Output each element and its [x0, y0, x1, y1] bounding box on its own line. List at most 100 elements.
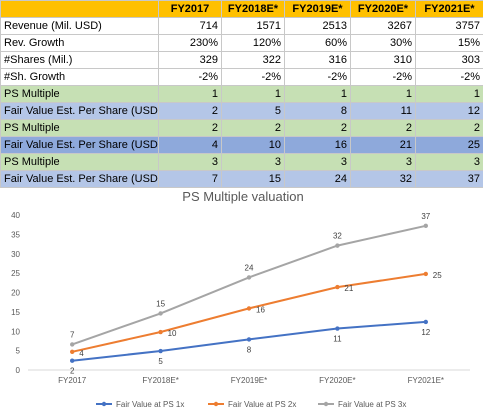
table-cell: 1 — [284, 85, 351, 103]
row-label: PS Multiple — [0, 119, 159, 137]
column-header — [0, 0, 159, 18]
table-cell: 15 — [221, 170, 285, 188]
y-tick-label: 25 — [11, 269, 20, 278]
table-cell: 2 — [158, 102, 222, 120]
table-cell: -2% — [350, 68, 416, 86]
legend-label: Fair Value at PS 1x — [116, 400, 184, 409]
row-label: Revenue (Mil. USD) — [0, 17, 159, 35]
table-cell: 310 — [350, 51, 416, 69]
data-point — [246, 306, 252, 311]
table-row: Revenue (Mil. USD) 714 1571 2513 3267 3757 — [0, 17, 483, 35]
table-cell: 37 — [415, 170, 483, 188]
table-cell: 3 — [350, 153, 416, 171]
table-cell: -2% — [221, 68, 285, 86]
x-tick-label: FY2021E* — [408, 376, 444, 385]
table-cell: 3 — [221, 153, 285, 171]
data-point — [246, 275, 252, 280]
y-tick-label: 40 — [11, 211, 20, 220]
table-cell: 25 — [415, 136, 483, 154]
table-cell: 322 — [221, 51, 285, 69]
column-header: FY2021E* — [415, 0, 483, 18]
legend-label: Fair Value at PS 2x — [228, 400, 296, 409]
x-tick-label: FY2018E* — [142, 376, 178, 385]
legend-marker — [323, 401, 329, 407]
table-cell: 2 — [415, 119, 483, 137]
table-row: PS Multiple 2 2 2 2 2 — [0, 119, 483, 137]
legend-marker — [101, 401, 107, 407]
table-cell: 7 — [158, 170, 222, 188]
ps-multiple-chart: PS Multiple valuation 0 5 10 15 20 25 30 35 40 FY… — [0, 186, 483, 418]
table-cell: 303 — [415, 51, 483, 69]
legend-label: Fair Value at PS 3x — [338, 400, 406, 409]
x-tick-label: FY2019E* — [231, 376, 267, 385]
y-tick-label: 20 — [11, 289, 20, 298]
data-point — [335, 284, 340, 290]
data-label: 8 — [247, 345, 252, 354]
table-cell: 1 — [415, 85, 483, 103]
chart-canvas: PS Multiple valuation 0510152025303540FY… — [11, 189, 470, 409]
data-point — [158, 348, 163, 354]
y-tick-label: 35 — [11, 230, 20, 239]
data-label: 32 — [333, 232, 342, 241]
y-tick-label: 30 — [11, 250, 20, 259]
table-cell: 1 — [158, 85, 222, 103]
column-header: FY2019E* — [284, 0, 351, 18]
table-cell: 12 — [415, 102, 483, 120]
series-1: 2 5 8 11 12 — [70, 319, 431, 376]
table-row: Fair Value Est. Per Share (USD) 4 10 16 21 25 — [0, 136, 483, 154]
y-tick-label: 0 — [16, 366, 21, 375]
legend-item: Fair Value at PS 2x — [208, 400, 296, 409]
table-cell: 3757 — [415, 17, 483, 35]
x-tick-label: FY2020E* — [319, 376, 355, 385]
valuation-table: FY2017 FY2018E* FY2019E* FY2020E* FY2021E* Re… — [0, 0, 483, 188]
data-point — [70, 358, 75, 363]
data-point — [423, 271, 428, 277]
table-cell: 1 — [221, 85, 285, 103]
table-cell: 230% — [158, 34, 222, 52]
legend-item: Fair Value at PS 3x — [318, 400, 406, 409]
row-label: Fair Value Est. Per Share (USD) — [0, 136, 159, 154]
table-cell: -2% — [415, 68, 483, 86]
table-cell: 2513 — [284, 17, 351, 35]
table-row: Fair Value Est. Per Share (USD) 2 5 8 11 12 — [0, 102, 483, 120]
data-point — [335, 243, 340, 248]
table-cell: 2 — [221, 119, 285, 137]
table-cell: 1571 — [221, 17, 285, 35]
legend-marker — [213, 401, 219, 407]
data-point — [158, 329, 163, 335]
column-header: FY2017 — [158, 0, 222, 18]
data-label: 7 — [70, 330, 75, 339]
data-point — [158, 311, 163, 316]
data-label: 11 — [333, 335, 342, 344]
column-header: FY2018E* — [221, 0, 285, 18]
chart-title: PS Multiple valuation — [182, 189, 303, 204]
table-cell: 714 — [158, 17, 222, 35]
table-cell: 2 — [284, 119, 351, 137]
table-row: Fair Value Est. Per Share (USD) 7 15 24 32 37 — [0, 170, 483, 188]
data-label: 10 — [168, 329, 177, 338]
data-label: 16 — [256, 305, 265, 314]
data-label: 12 — [421, 328, 430, 337]
table-cell: 4 — [158, 136, 222, 154]
y-tick-label: 10 — [11, 327, 20, 336]
data-label: 4 — [79, 349, 84, 358]
table-cell: 316 — [284, 51, 351, 69]
data-label: 5 — [158, 357, 163, 366]
data-label: 37 — [421, 212, 430, 221]
data-point — [246, 337, 252, 342]
table-cell: 3 — [158, 153, 222, 171]
data-label: 21 — [344, 284, 353, 293]
table-header-row: FY2017 FY2018E* FY2019E* FY2020E* FY2021E* — [0, 0, 483, 18]
row-label: Fair Value Est. Per Share (USD) — [0, 170, 159, 188]
x-tick-label: FY2017 — [58, 376, 87, 385]
row-label: Rev. Growth — [0, 34, 159, 52]
chart-legend: Fair Value at PS 1x Fair Value at PS 2x Fa… — [96, 400, 406, 409]
data-point — [423, 319, 428, 325]
data-point — [423, 223, 428, 229]
row-label: PS Multiple — [0, 85, 159, 103]
row-label: #Sh. Growth — [0, 68, 159, 86]
table-cell: 10 — [221, 136, 285, 154]
table-cell: 21 — [350, 136, 416, 154]
y-tick-label: 5 — [16, 347, 21, 356]
